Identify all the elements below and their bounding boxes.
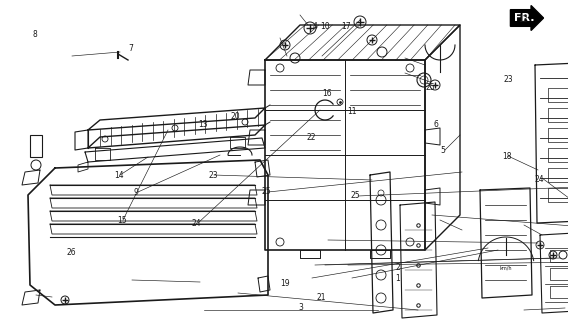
Bar [548,168,568,182]
Text: 22: 22 [307,133,316,142]
Bar [548,148,568,162]
Text: 2: 2 [395,263,400,272]
Text: 18: 18 [502,152,511,161]
Text: 26: 26 [66,248,76,257]
Text: 20: 20 [231,112,240,121]
Text: 24: 24 [535,175,544,184]
Bar [548,88,568,102]
Text: 25: 25 [350,191,360,200]
Text: 25: 25 [261,187,270,196]
Text: 15: 15 [118,216,127,225]
Text: 21: 21 [316,293,325,302]
Text: 16: 16 [322,89,331,98]
Text: 6: 6 [434,120,438,129]
Text: 24: 24 [191,219,201,228]
Text: 19: 19 [281,279,290,288]
Bar [548,108,568,122]
Text: 7: 7 [128,44,133,52]
Text: 23: 23 [208,171,218,180]
Text: km/h: km/h [500,266,512,270]
Text: 14: 14 [115,171,124,180]
Text: 9: 9 [134,188,139,196]
Text: 12: 12 [518,15,527,24]
Text: 23: 23 [504,75,513,84]
Bar [550,268,568,280]
Text: FR.: FR. [513,13,534,23]
Text: 13: 13 [199,120,208,129]
Bar [30,135,42,157]
Text: 4: 4 [313,22,318,31]
Text: 3: 3 [299,303,303,312]
Bar [550,250,568,262]
Text: 8: 8 [33,30,37,39]
Text: 25: 25 [426,83,435,92]
Text: 1: 1 [395,274,400,283]
Bar [550,286,568,298]
Bar [548,128,568,142]
Bar [548,188,568,202]
Text: 11: 11 [348,107,357,116]
Text: 17: 17 [342,22,351,31]
Text: 5: 5 [441,146,445,155]
Text: 10: 10 [320,22,329,31]
